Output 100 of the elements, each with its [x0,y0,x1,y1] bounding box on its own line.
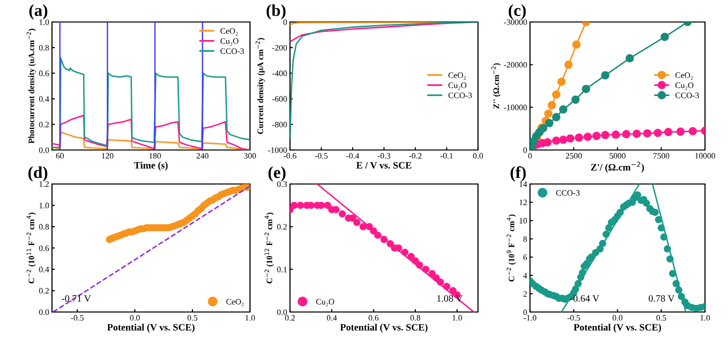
point [634,191,642,199]
x-tick-label: -0.5 [71,315,84,321]
point [545,118,554,128]
point [643,129,652,138]
point [688,127,697,136]
y-tick-label: 1.0 [40,202,49,208]
y-tick-label: 0 [523,309,527,315]
chart-title: (d) [28,166,48,182]
chart-title: (f) [510,166,526,182]
y-tick-label: -10000 [504,104,527,110]
point [582,84,590,94]
y-tick-label: 0.2 [39,288,49,294]
y-tick-label: 0.6 [39,70,49,76]
x-tick-label: 7500 [653,153,670,159]
legend-label: CCO-3 [675,92,699,98]
point [559,105,568,114]
point [557,78,566,86]
x-tick-label: -0.3 [378,153,390,159]
y-tick-label: -400 [272,70,287,76]
x-tick-label: 300 [244,153,256,159]
point [612,130,620,139]
x-tick-label: -0.5 [315,153,328,159]
point [544,110,553,118]
point [664,128,672,136]
y-tick-label: 0.0 [39,309,49,316]
legend-label: Cu₂O [316,298,334,306]
legend-label: CeO₂ [220,28,238,36]
point [574,133,584,142]
y-tick-label: 14 [520,181,528,187]
y-tick-label: 1.2 [40,181,49,188]
x-axis-title: Time (s) [134,162,168,171]
y-tick-label: -1000 [268,147,287,153]
point [572,40,581,49]
text: C$^{−2}$ (10$^{9}$ F$^{−2}$ cm$^{4}$) [506,214,516,282]
point [338,210,346,218]
x-tick-label: 1.0 [452,315,462,321]
chart-title: (e) [268,166,286,182]
x-tick-label: 0.2 [285,315,295,321]
x-tick-label: 0.0 [612,315,622,321]
point [559,136,568,144]
point [632,130,641,138]
legend-label: CCO-3 [556,190,580,196]
point [601,130,610,140]
x-tick-label: 180 [149,153,161,159]
x-tick-label: -0.4 [346,153,360,159]
y-tick-label: 0.3 [277,181,287,188]
x-tick-label: 0 [528,153,532,159]
x-tick-label: 5000 [610,153,626,159]
x-tick-label: 1.0 [700,315,710,321]
y-tick-label: 0.6 [39,245,49,252]
point [571,95,580,104]
legend-label: CCO-3 [220,48,244,54]
y-tick-label: 0.2 [39,122,49,128]
x-tick-label: -0.5 [567,315,580,321]
x-tick-label: 0.5 [188,315,198,321]
point [592,132,601,140]
point [296,202,304,209]
legend-label: Cu₂O [675,82,694,90]
point [353,218,360,226]
y-tick-label: -20000 [504,62,527,68]
x-axis-title: Potential (V vs. SCE) [340,324,428,333]
x-tick-label: -0.6 [284,153,296,159]
x-tick-label: 10000 [695,153,716,159]
x-tick-label: 1.0 [246,315,255,321]
y-tick-label: 4 [523,272,528,278]
y-axis-title: Current density (μA cm$^{−2}$) [256,38,265,134]
point [564,60,573,69]
x-tick-label: 2500 [566,153,582,159]
text: C$^{−2}$ (10$^{12}$ F$^{−2}$ cm$^{4}$) [264,212,274,284]
point [290,202,298,209]
y-tick-label: 12 [520,200,527,206]
y-tick-label: 0.0 [39,147,49,154]
x-tick-label: 0.0 [130,315,140,321]
point [543,138,552,146]
chart-title: (b) [266,4,286,20]
x-tick-label: 0.4 [326,315,337,321]
y-tick-label: 0.8 [39,44,49,51]
y-tick-label: 0.0 [277,309,287,316]
x-tick-label: 0.8 [410,315,420,321]
y-tick-label: 0.4 [39,266,50,272]
x-tick-label: 60 [56,153,64,159]
point [660,32,669,42]
y-tick-label: 0.2 [277,224,287,230]
y-tick-label: 1.0 [40,19,49,26]
chart-title: (c) [508,4,526,20]
x-tick-label: 0.6 [368,315,379,321]
y-tick-label: -200 [272,44,287,51]
y-tick-label: 0.1 [277,266,287,272]
point [654,128,662,138]
text: C$^{−2}$ (10$^{11}$ F$^{−2}$ cm$^{4}$) [26,212,36,284]
x-tick-label: 0.5 [656,315,666,321]
point [552,90,560,99]
point [552,136,560,145]
y-tick-label: 2 [523,291,527,297]
y-tick-label: 0.4 [39,96,50,102]
point [676,127,685,136]
point [652,208,659,216]
x-axis-title: Potential (V vs. SCE) [107,324,195,333]
point [552,112,560,122]
legend-label: CeO₂ [448,72,466,80]
